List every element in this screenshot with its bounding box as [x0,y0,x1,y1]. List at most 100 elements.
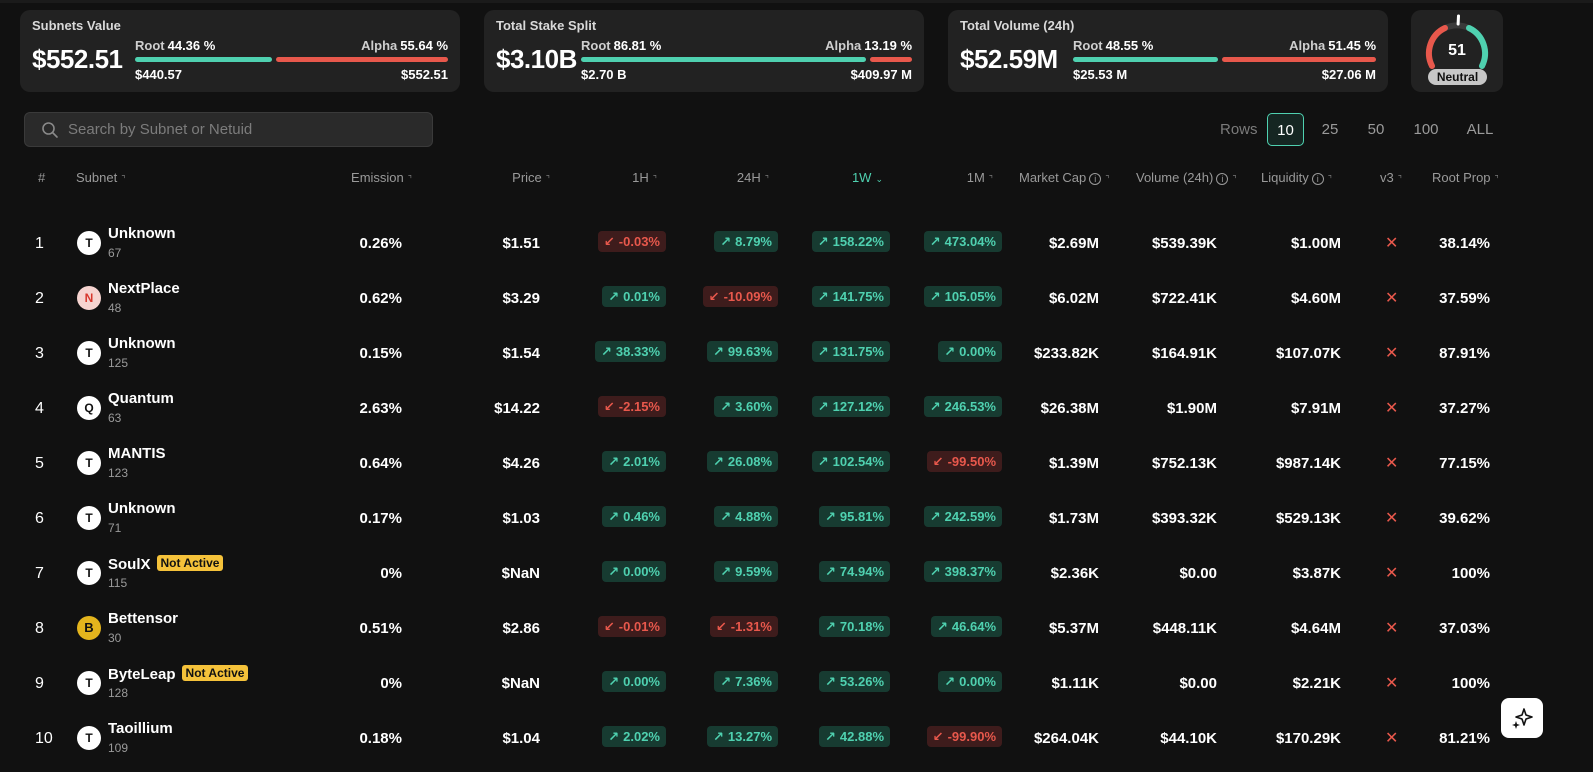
header-index: # [38,170,46,185]
volume-value: $448.11K [1152,620,1217,637]
arrow-up-right-icon: ↗ [608,289,620,304]
header-v3[interactable]: v3 ⌝ [1380,170,1402,185]
arrow-up-right-icon: ↗ [608,454,620,469]
root-prop-value: 100% [1451,565,1490,582]
header-subnet[interactable]: Subnet ⌝ [76,170,126,185]
arrow-up-right-icon: ↗ [929,564,941,579]
table-row[interactable]: 2 N NextPlace 48 0.62% $3.29 ↗ 0.01% ↙ -10.09% ↗ 14… [0,270,1593,325]
arrow-up-right-icon: ↗ [944,344,956,359]
rows-option-100[interactable]: 100 [1413,121,1439,138]
table-row[interactable]: 10 T Taoillium 109 0.18% $1.04 ↗ 2.02% ↗ 13.27% ↗ 4… [0,710,1593,765]
sentiment-gauge[interactable]: 51 Neutral [1411,10,1503,92]
subnet-name[interactable]: SoulX Not Active [108,555,224,573]
info-icon[interactable]: i [1216,173,1229,185]
alpha-percent: 13.19 % [864,38,912,53]
price-value: $3.29 [502,290,540,307]
arrow-up-right-icon: ↗ [929,289,941,304]
root-prop-value: 39.62% [1439,510,1490,527]
v3-close-icon: ✕ [1385,345,1399,362]
subnet-name[interactable]: NextPlace [108,280,180,297]
change-1h-badge: ↗ 2.01% [602,451,666,472]
header-liquidity[interactable]: Liquidity i ⌝ [1261,170,1332,185]
change-1m-badge: ↙ -99.90% [926,726,1002,747]
market-cap-value: $1.39M [1048,455,1099,472]
change-1m-badge: ↗ 246.53% [923,396,1002,417]
subnet-logo-icon: T [77,231,101,255]
subnet-netuid: 71 [108,521,122,535]
table-row[interactable]: 8 B Bettensor 30 0.51% $2.86 ↙ -0.01% ↙ -1.31% ↗ 70… [0,600,1593,655]
header-1m[interactable]: 1M ⌝ [966,170,993,185]
rows-option-25[interactable]: 25 [1321,121,1339,138]
table-row[interactable]: 9 T ByteLeap Not Active 128 0% $NaN ↗ 0.00% ↗ 7.36… [0,655,1593,710]
table-row[interactable]: 1 T Unknown 67 0.26% $1.51 ↙ -0.03% ↗ 8.79% ↗ 158.2… [0,215,1593,270]
v3-close-icon: ✕ [1385,675,1399,692]
root-prop-value: 37.59% [1439,290,1490,307]
table-row[interactable]: 6 T Unknown 71 0.17% $1.03 ↗ 0.46% ↗ 4.88% ↗ 95.81%… [0,490,1593,545]
table-row[interactable]: 3 T Unknown 125 0.15% $1.54 ↗ 38.33% ↗ 99.63% ↗ 131… [0,325,1593,380]
arrow-down-left-icon: ↙ [603,619,615,634]
total-volume-card: Total Volume (24h) $52.59M Root 48.55 % A… [948,10,1388,92]
arrow-up-right-icon: ↗ [825,674,836,689]
arrow-up-right-icon: ↗ [608,674,620,689]
change-1m-badge: ↗ 0.00% [938,671,1002,692]
liquidity-value: $1.00M [1290,235,1341,252]
subnet-name[interactable]: ByteLeap Not Active [108,665,249,683]
liquidity-value: $4.64M [1290,620,1341,637]
header-emission[interactable]: Emission ⌝ [351,170,412,185]
subnet-name[interactable]: MANTIS [108,445,166,462]
subnet-logo-icon: T [77,671,101,695]
sentiment-label: Neutral [1428,69,1487,85]
rows-option-all[interactable]: ALL [1466,121,1494,138]
header-1w[interactable]: 1W ⌄ [851,170,883,185]
header-market-cap[interactable]: Market Cap i ⌝ [1019,170,1110,185]
market-cap-value: $264.04K [1033,730,1099,747]
assistant-button[interactable] [1501,698,1543,738]
subnet-logo-icon: T [77,506,101,530]
volume-value: $393.32K [1151,510,1217,527]
subnet-name[interactable]: Unknown [108,225,176,242]
alpha-bar [1222,57,1376,62]
subnet-netuid: 30 [108,631,122,645]
sort-icon: ⌝ [1105,174,1110,184]
change-1h-badge: ↙ -2.15% [597,396,666,417]
header-volume[interactable]: Volume (24h) i ⌝ [1136,170,1237,185]
volume-value: $0.00 [1179,675,1217,692]
subnet-name[interactable]: Taoillium [108,720,173,737]
emission-value: 0.51% [359,620,402,637]
search-icon [42,122,58,138]
change-24h-badge: ↙ -1.31% [709,616,778,637]
subnet-name[interactable]: Unknown [108,500,176,517]
arrow-up-right-icon: ↗ [713,344,724,359]
sort-icon: ⌝ [1397,174,1402,184]
subnet-name[interactable]: Bettensor [108,610,179,627]
arrow-up-right-icon: ↗ [929,509,941,524]
chevron-down-icon: ⌄ [875,174,883,184]
info-icon[interactable]: i [1089,173,1102,185]
header-price[interactable]: Price ⌝ [512,170,550,185]
sort-icon: ⌝ [764,174,769,184]
table-row[interactable]: 4 Q Quantum 63 2.63% $14.22 ↙ -2.15% ↗ 3.60% ↗ 127.… [0,380,1593,435]
info-icon[interactable]: i [1311,173,1324,185]
table-row[interactable]: 7 T SoulX Not Active 115 0% $NaN ↗ 0.00% ↗ 9.59% ↗ 7… [0,545,1593,600]
subnet-name[interactable]: Quantum [108,390,174,407]
card-title: Subnets Value [32,18,121,33]
emission-value: 0% [380,565,402,582]
price-value: $4.26 [502,455,540,472]
emission-value: 0.64% [359,455,402,472]
search-input[interactable] [68,113,423,146]
rows-option-10[interactable]: 10 [1267,113,1304,146]
header-24h[interactable]: 24H ⌝ [736,170,769,185]
change-1w-badge: ↗ 70.18% [819,616,890,637]
arrow-up-right-icon: ↗ [817,289,829,304]
header-1h[interactable]: 1H ⌝ [632,170,657,185]
table-row[interactable]: 5 T MANTIS 123 0.64% $4.26 ↗ 2.01% ↗ 26.08% ↗ 102.5… [0,435,1593,490]
header-root-prop[interactable]: Root Prop ⌝ [1432,170,1499,185]
change-1h-badge: ↗ 38.33% [595,341,666,362]
arrow-up-right-icon: ↗ [817,234,829,249]
rows-option-50[interactable]: 50 [1367,121,1385,138]
subnet-netuid: 115 [108,576,128,590]
subnet-logo-icon: N [77,286,101,310]
subnet-name[interactable]: Unknown [108,335,176,352]
search-box[interactable] [24,112,433,147]
price-value: $1.54 [502,345,540,362]
